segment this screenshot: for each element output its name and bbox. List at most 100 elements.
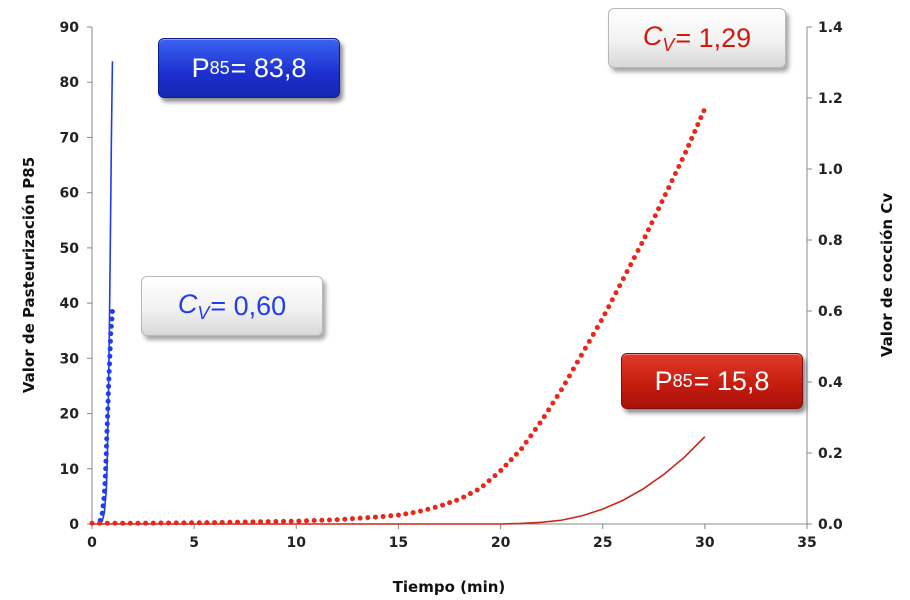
p85-red-label: P	[654, 365, 673, 396]
series-3-point	[372, 514, 378, 520]
series-1-point	[107, 353, 113, 359]
series-3-point	[89, 520, 95, 526]
y-right-axis-title: Valor de cocción Cv	[878, 193, 896, 357]
x-axis-title: Tiempo (min)	[393, 578, 506, 596]
y-left-tick-label: 30	[60, 351, 80, 367]
series-3-point	[143, 520, 149, 526]
series-3-point	[590, 331, 596, 337]
x-tick-label: 10	[287, 535, 307, 551]
series-3-point	[574, 359, 580, 365]
y-left-tick-label: 40	[60, 296, 80, 312]
series-3-point	[454, 497, 460, 503]
cv-red-value: = 1,29	[675, 22, 752, 53]
series-3-point	[432, 504, 438, 510]
series-3-point	[631, 255, 637, 261]
x-tick-label: 5	[189, 535, 199, 551]
series-1-point	[106, 376, 112, 382]
series-1-point	[105, 413, 111, 419]
cv-red-callout: CV = 1,29	[608, 8, 786, 68]
y-left-tick-label: 70	[60, 130, 80, 146]
series-3-point	[258, 519, 264, 525]
series-3-point	[235, 519, 241, 525]
series-1-point	[103, 466, 109, 472]
series-3-point	[212, 520, 218, 526]
series-1-point	[108, 331, 114, 337]
series-3-point	[273, 519, 279, 525]
y-left-tick-label: 20	[60, 407, 80, 423]
series-1-point	[108, 323, 114, 329]
series-1-point	[102, 481, 108, 487]
series-3-point	[181, 520, 187, 526]
y-right-tick-label: 0.6	[818, 304, 843, 320]
x-tick-label: 20	[491, 535, 511, 551]
series-3-point	[127, 520, 133, 526]
series-3-point	[656, 206, 662, 212]
y-left-tick-label: 60	[60, 186, 80, 202]
series-group	[89, 61, 707, 526]
series-1-point	[104, 443, 109, 449]
y-right-tick-label: 0.2	[818, 446, 843, 462]
series-3-point	[158, 520, 164, 526]
series-2-line	[92, 436, 706, 525]
series-3-point	[196, 520, 202, 526]
series-3-point	[570, 366, 576, 372]
series-3-point	[474, 487, 480, 493]
series-1-point	[102, 488, 108, 494]
series-3-point	[219, 519, 225, 525]
p85-blue-label: P	[191, 52, 210, 83]
series-3-point	[173, 520, 179, 526]
series-1-point	[100, 503, 106, 509]
series-1-point	[102, 473, 108, 479]
series-3-point	[669, 178, 675, 184]
y-right-tick-label: 1.0	[818, 162, 843, 178]
series-3-point	[388, 513, 394, 519]
series-3-point	[558, 387, 564, 393]
series-3-point	[594, 325, 600, 331]
series-3-point	[97, 520, 103, 526]
y-left-tick-label: 80	[60, 75, 80, 91]
y-right-tick-label: 0.4	[818, 375, 843, 391]
series-1-point	[109, 309, 115, 315]
series-1-point	[104, 421, 110, 427]
series-3-point	[598, 318, 604, 324]
series-1-point	[109, 316, 115, 322]
series-3-point	[365, 515, 371, 521]
series-3-point	[461, 494, 467, 500]
series-3-point	[582, 345, 588, 351]
series-3-point	[676, 164, 682, 170]
series-3-point	[319, 517, 325, 523]
series-3-point	[554, 393, 560, 399]
series-3-point	[288, 518, 294, 524]
series-3-point	[410, 510, 416, 516]
x-tick-label: 15	[389, 535, 408, 551]
series-3-point	[620, 276, 626, 282]
series-3-point	[296, 518, 302, 524]
series-3-point	[334, 517, 340, 523]
y-right-tick-label: 1.4	[818, 20, 843, 36]
p85-red-callout: P 85 = 15,8	[621, 353, 803, 409]
series-1-point	[105, 398, 111, 404]
series-3-point	[311, 518, 317, 524]
series-3-point	[480, 483, 486, 489]
cv-red-sub: V	[662, 34, 675, 55]
series-3-point	[628, 262, 634, 268]
series-1-point	[104, 428, 110, 434]
series-3-point	[447, 500, 453, 506]
p85-blue-sub: 85	[209, 57, 230, 78]
p85-red-value: = 15,8	[693, 365, 770, 396]
y-right-tick-label: 0.8	[818, 233, 843, 249]
series-3-point	[546, 407, 552, 413]
series-1-point	[106, 368, 112, 374]
series-3-point	[537, 420, 543, 426]
x-tick-label: 25	[593, 535, 612, 551]
series-3-point	[342, 516, 348, 522]
x-tick-label: 0	[87, 535, 97, 551]
series-3-point	[617, 283, 623, 289]
series-3-point	[609, 297, 615, 303]
series-3-point	[666, 185, 672, 191]
cv-blue-value: = 0,60	[210, 290, 287, 321]
p85-red-sub: 85	[672, 370, 693, 391]
series-3-point	[550, 400, 556, 406]
series-3-point	[425, 506, 431, 512]
